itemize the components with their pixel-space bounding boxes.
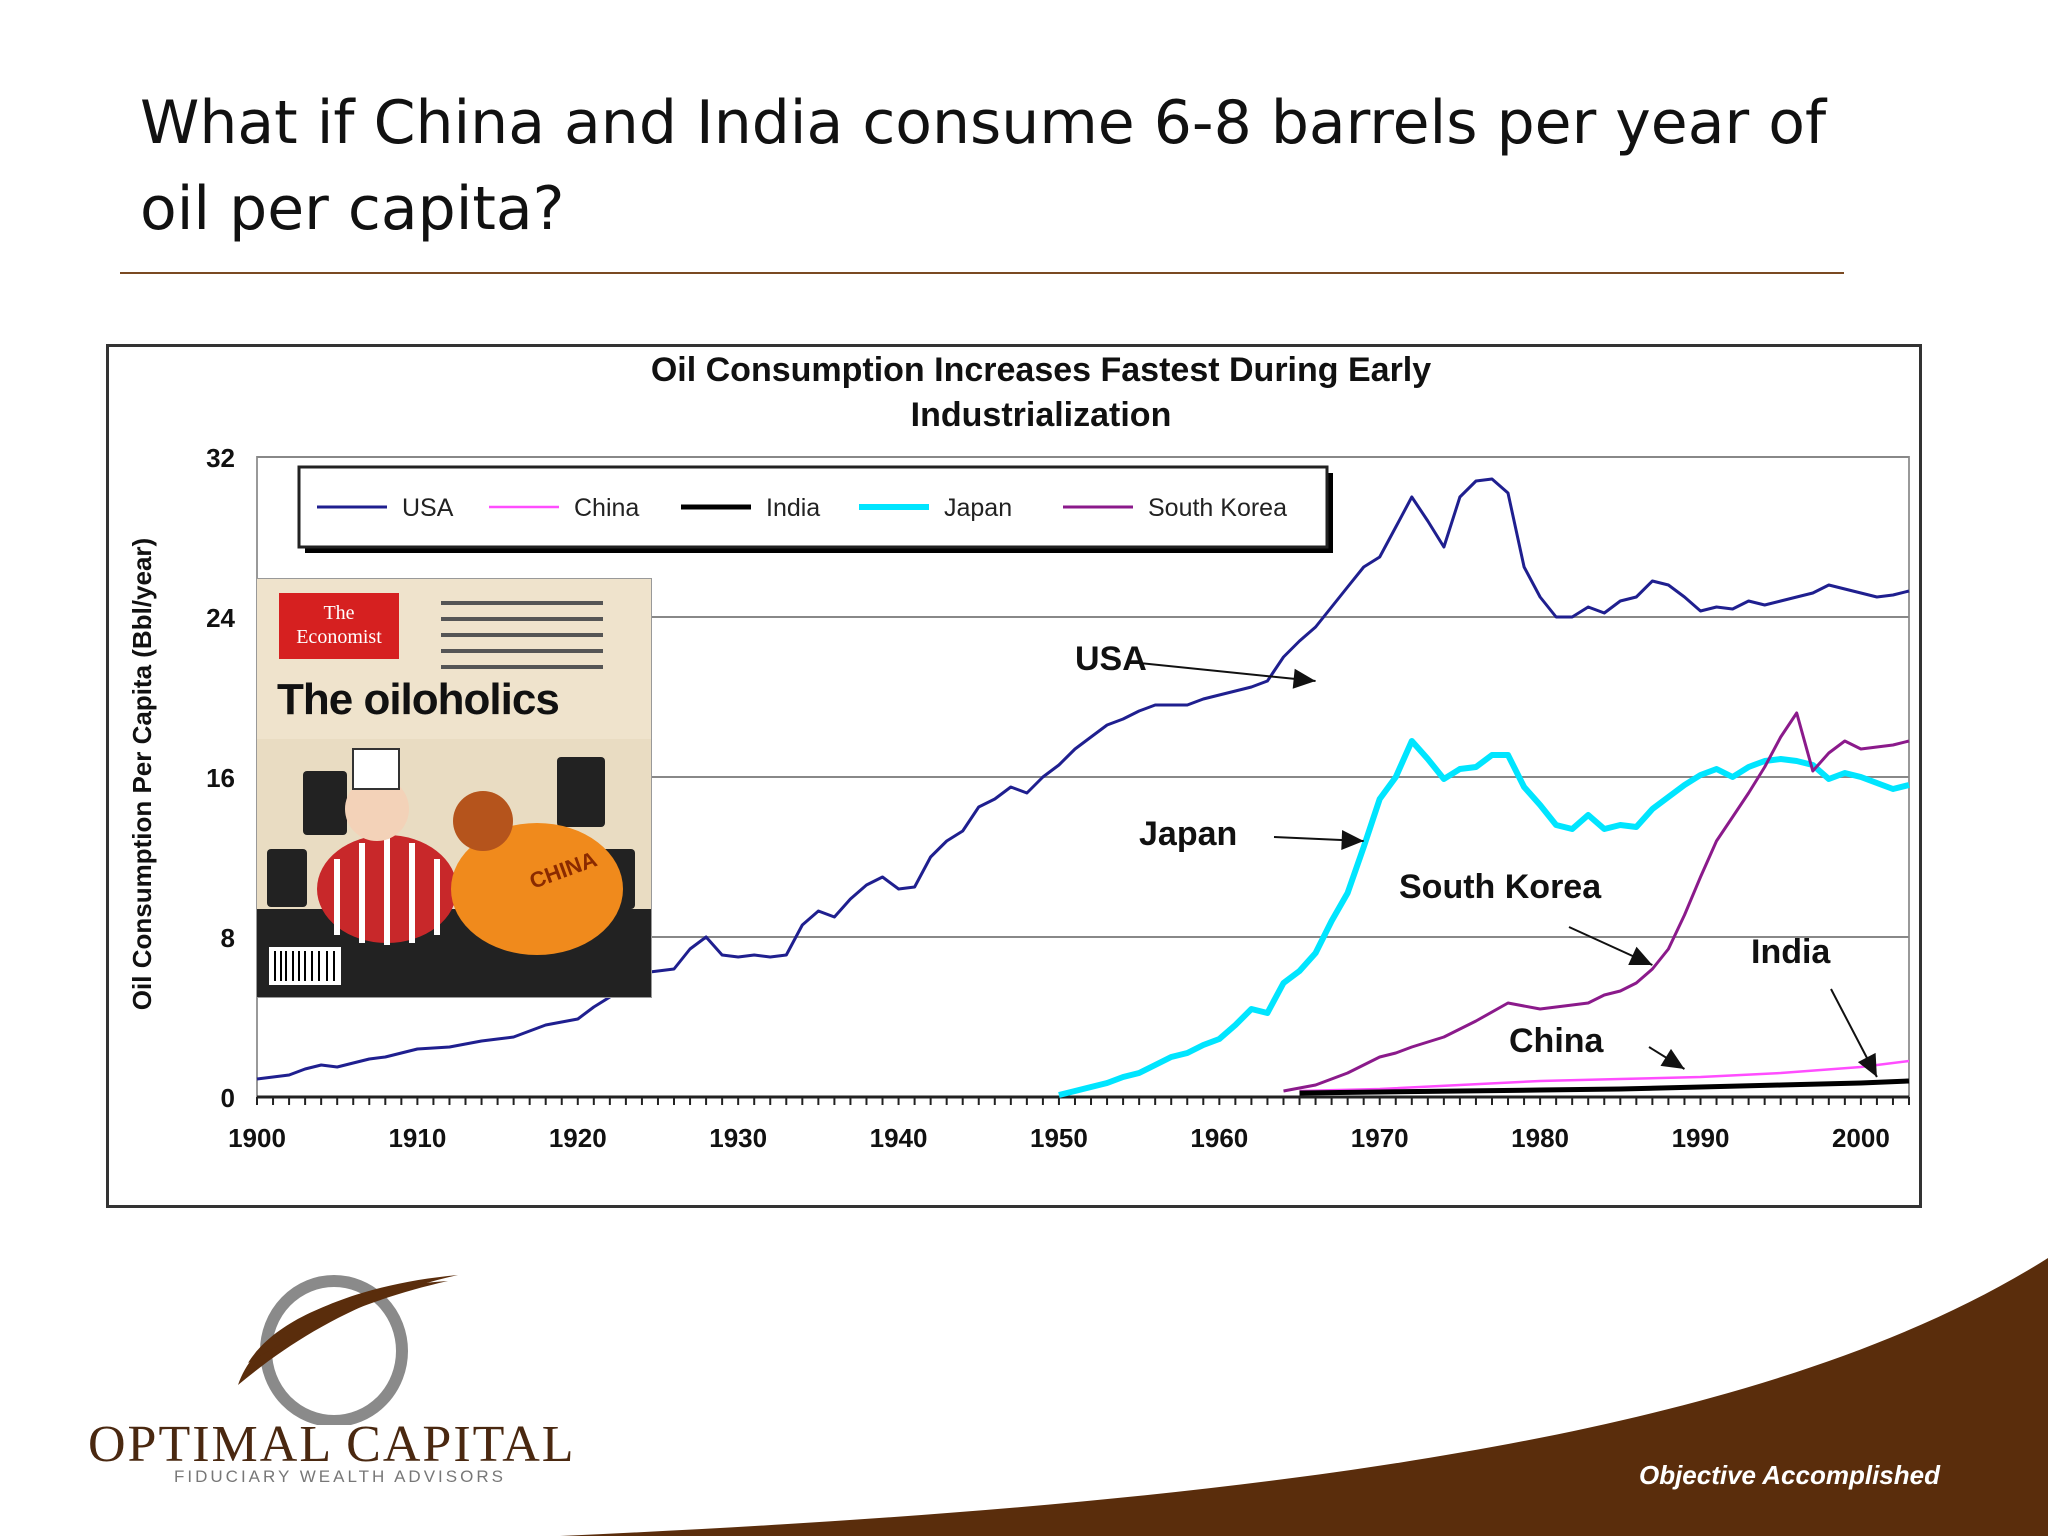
magazine-masthead: The Economist bbox=[279, 593, 399, 659]
legend-box bbox=[297, 465, 1329, 549]
magazine-cover-lines bbox=[441, 595, 621, 681]
chart-title-line-2: Industrialization bbox=[911, 396, 1172, 434]
magazine-headline: The oiloholics bbox=[277, 675, 560, 724]
annotation-arrowhead bbox=[1857, 1052, 1877, 1077]
series-line-india bbox=[1299, 1078, 1910, 1096]
x-tick-label: 1900 bbox=[228, 1123, 286, 1153]
annotation-south-korea: South Korea bbox=[1399, 868, 1602, 906]
annotation-arrowhead bbox=[1628, 946, 1653, 965]
annotation-arrow-line bbox=[1138, 662, 1316, 682]
x-tick-label: 1980 bbox=[1511, 1123, 1569, 1153]
x-tick-label: 1930 bbox=[709, 1123, 767, 1153]
chart-frame: Oil Consumption Increases Fastest During… bbox=[106, 344, 1922, 1208]
x-tick-label: 1990 bbox=[1672, 1123, 1730, 1153]
series-line-japan bbox=[1058, 738, 1910, 1098]
annotation-china: China bbox=[1509, 1022, 1605, 1060]
y-tick-label: 24 bbox=[206, 603, 235, 633]
logo-name: OPTIMAL CAPITAL bbox=[88, 1416, 576, 1473]
footer-swoosh-shape bbox=[560, 1258, 2048, 1536]
annotation-usa: USA bbox=[1075, 640, 1147, 678]
line-chart: Oil Consumption Increases Fastest During… bbox=[127, 351, 1910, 1153]
legend-label-usa: USA bbox=[402, 494, 454, 522]
company-logo: OPTIMAL CAPITAL FIDUCIARY WEALTH ADVISOR… bbox=[88, 1255, 588, 1495]
footer-tagline: Objective Accomplished bbox=[1638, 1460, 1940, 1490]
magazine-cover-image: The Economist The oiloholics CHINA bbox=[256, 578, 652, 998]
magazine-illustration: CHINA bbox=[257, 739, 651, 997]
x-tick-label: 1970 bbox=[1351, 1123, 1409, 1153]
x-tick-label: 1950 bbox=[1030, 1123, 1088, 1153]
x-tick-label: 1910 bbox=[388, 1123, 446, 1153]
y-tick-label: 32 bbox=[206, 443, 235, 473]
x-tick-label: 2000 bbox=[1832, 1123, 1890, 1153]
logo-emblem bbox=[238, 1275, 458, 1425]
annotation-arrowhead bbox=[1660, 1048, 1685, 1069]
annotation-arrowhead bbox=[1292, 668, 1316, 689]
logo-subtitle: FIDUCIARY WEALTH ADVISORS bbox=[174, 1467, 506, 1486]
x-tick-label: 1920 bbox=[549, 1123, 607, 1153]
chart-title-line-1: Oil Consumption Increases Fastest During… bbox=[651, 351, 1431, 389]
x-tick-label: 1960 bbox=[1190, 1123, 1248, 1153]
legend-label-india: India bbox=[766, 494, 820, 522]
series-line-china bbox=[1299, 1059, 1910, 1093]
series-line-south-korea bbox=[1283, 711, 1910, 1093]
annotation-india: India bbox=[1751, 933, 1831, 971]
y-tick-label: 16 bbox=[206, 763, 235, 793]
y-tick-label: 0 bbox=[221, 1083, 235, 1113]
slide-title: What if China and India consume 6-8 barr… bbox=[140, 88, 1827, 244]
y-axis-label: Oil Consumption Per Capita (Bbl/year) bbox=[127, 538, 157, 1010]
legend-label-south-korea: South Korea bbox=[1148, 494, 1287, 522]
y-tick-label: 8 bbox=[221, 923, 235, 953]
legend-label-china: China bbox=[574, 494, 639, 522]
annotation-japan: Japan bbox=[1139, 815, 1237, 853]
legend-label-japan: Japan bbox=[944, 494, 1012, 522]
annotation-arrowhead bbox=[1341, 830, 1364, 850]
plot-area: 0 8 16 24 32 1900 1910 1920 1930 1940 1950 1960 1970… bbox=[206, 443, 1910, 1153]
title-divider bbox=[120, 272, 1844, 274]
x-tick-label: 1940 bbox=[870, 1123, 928, 1153]
